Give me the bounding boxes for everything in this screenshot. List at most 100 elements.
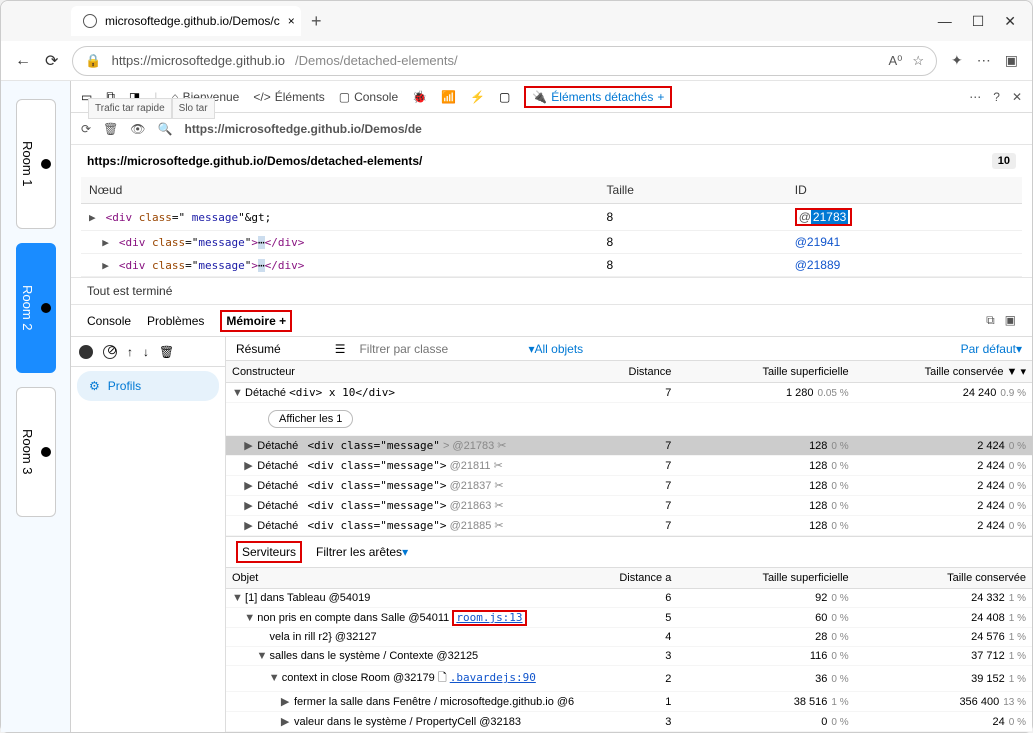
reader-icon[interactable]: A⁰ xyxy=(888,53,902,69)
rooms-sidebar: Room 1 Room 2 Room 3 xyxy=(1,81,71,732)
table-row[interactable]: ▶ valeur dans le système / PropertyCell … xyxy=(226,712,1032,732)
devtools-panel: ▭ ⧉ ◨ | ⌂ Bienvenue </> Éléments ▢ Conso… xyxy=(71,81,1032,732)
globe-icon xyxy=(83,14,97,28)
table-row[interactable]: ▼ Détaché <div> x 10</div> 7 1 2800.05 %… xyxy=(226,383,1032,403)
help-icon[interactable]: ? xyxy=(993,90,1000,104)
lock-icon: 🔒 xyxy=(85,53,101,69)
col-distance[interactable]: Distance xyxy=(581,361,678,383)
table-row[interactable]: ▶ Détaché <div class="message"> @21837 ✂… xyxy=(226,476,1032,496)
col-retained-s[interactable]: Taille conservée xyxy=(855,568,1032,589)
trafic-tab[interactable]: Trafic tar rapide xyxy=(88,98,172,119)
filter-class-input[interactable] xyxy=(359,342,514,356)
more-tools-icon[interactable]: ⋯ xyxy=(969,90,981,104)
collections-icon[interactable]: ▣ xyxy=(1005,52,1018,69)
source-link[interactable]: room.js:13 xyxy=(456,611,522,624)
resume-label[interactable]: Résumé xyxy=(236,342,281,356)
tab-problems[interactable]: Problèmes xyxy=(147,314,204,328)
retainers-table: Objet Distance a Taille superficielle Ta… xyxy=(226,568,1032,732)
refresh-icon[interactable]: ⟳ xyxy=(45,51,58,71)
table-row[interactable]: ▶ <div class="message">⋯</div> 8 @21889 xyxy=(81,254,1022,277)
extensions-icon[interactable]: ✦ xyxy=(951,52,963,69)
close-tab-icon[interactable]: × xyxy=(288,14,295,28)
profils-item[interactable]: ⚙ Profils xyxy=(77,371,219,401)
url-path: /Demos/detached-elements/ xyxy=(295,53,458,68)
col-size[interactable]: Taille xyxy=(599,177,787,204)
table-row[interactable]: ▶ Détaché <div class="message"> @21885 ✂… xyxy=(226,516,1032,536)
trafic-tab[interactable]: Slo tar xyxy=(172,98,215,119)
col-node[interactable]: Nœud xyxy=(81,177,599,204)
table-row[interactable]: ▶ fermer la salle dans Fenêtre / microso… xyxy=(226,692,1032,712)
app-icon[interactable]: ▢ xyxy=(499,90,510,104)
room-3[interactable]: Room 3 xyxy=(16,387,56,517)
table-row[interactable]: ▼ [1] dans Tableau @54019 6 920 % 24 332… xyxy=(226,589,1032,608)
close-window-icon[interactable]: ✕ xyxy=(1004,13,1016,30)
room-1[interactable]: Room 1 xyxy=(16,99,56,229)
tab-console-lower[interactable]: Console xyxy=(87,314,131,328)
trash-icon[interactable]: 🗑 xyxy=(103,122,118,136)
eye-icon[interactable]: 👁 xyxy=(130,122,145,136)
serviteurs-label[interactable]: Serviteurs xyxy=(236,541,302,563)
close-devtools-icon[interactable]: ✕ xyxy=(1012,90,1022,104)
favorite-icon[interactable]: ☆ xyxy=(912,53,924,69)
record-icon[interactable] xyxy=(79,345,93,359)
room-dot-icon xyxy=(41,159,51,169)
constructors-table: Constructeur Distance Taille superficiel… xyxy=(226,361,1032,536)
table-row[interactable]: ▶ Détaché <div class="message"> @21811 ✂… xyxy=(226,456,1032,476)
browser-tab[interactable]: microsoftedge.github.io/Demos/c × xyxy=(71,6,301,36)
memory-toolbar: ⊘ ↑ ↓ 🗑 xyxy=(71,337,225,367)
col-id[interactable]: ID xyxy=(787,177,1022,204)
maximize-icon[interactable]: ☐ xyxy=(972,13,985,30)
show-more-button[interactable]: Afficher les 1 xyxy=(268,410,353,428)
reload-icon[interactable]: ⟳ xyxy=(81,122,91,136)
tab-console[interactable]: ▢ Console xyxy=(339,90,398,104)
col-shallow-s[interactable]: Taille superficielle xyxy=(677,568,854,589)
default-view[interactable]: Par défaut▾ xyxy=(961,342,1022,356)
tab-title: microsoftedge.github.io/Demos/c xyxy=(105,14,280,28)
tab-elements[interactable]: </> Éléments xyxy=(253,90,324,104)
wifi-icon[interactable]: 📶 xyxy=(441,90,456,104)
room-dot-icon xyxy=(41,447,51,457)
minimize-icon[interactable]: — xyxy=(938,13,952,30)
col-constructor[interactable]: Constructeur xyxy=(226,361,581,383)
table-row[interactable]: ▼ non pris en compte dans Salle @54011 r… xyxy=(226,608,1032,628)
memory-sidebar: ⊘ ↑ ↓ 🗑 ⚙ Profils xyxy=(71,337,226,732)
expand-icon[interactable]: ▣ xyxy=(1005,313,1016,328)
clear-icon[interactable]: ⊘ xyxy=(103,345,117,359)
memory-filter-bar: Résumé ☰ ▾All objets Par défaut▾ xyxy=(226,337,1032,361)
col-distance-a[interactable]: Distance a xyxy=(581,568,678,589)
layout-icon[interactable]: ⧉ xyxy=(986,313,995,328)
col-retained[interactable]: Taille conservée ▼ ▾ xyxy=(855,361,1032,383)
url-host: https://microsoftedge.github.io xyxy=(112,53,285,68)
col-shallow[interactable]: Taille superficielle xyxy=(677,361,854,383)
search-icon[interactable]: 🔍 xyxy=(158,122,173,136)
bug-icon[interactable]: 🐞 xyxy=(412,90,427,104)
col-object[interactable]: Objet xyxy=(226,568,581,589)
tab-detached-elements[interactable]: 🔌 Éléments détachés + xyxy=(524,86,672,108)
memory-pane: ⊘ ↑ ↓ 🗑 ⚙ Profils Résumé ☰ xyxy=(71,337,1032,732)
lower-tabs: Console Problèmes Mémoire + ⧉ ▣ xyxy=(71,305,1032,337)
room-2[interactable]: Room 2 xyxy=(16,243,56,373)
table-row[interactable]: ▶ <div class=" message"&gt; 8 @21783 xyxy=(81,204,1022,231)
gc-icon[interactable]: 🗑 xyxy=(159,345,174,359)
table-row[interactable]: ▶ Détaché <div class="message"> @21863 ✂… xyxy=(226,496,1032,516)
upload-icon[interactable]: ↑ xyxy=(127,345,133,359)
new-tab-button[interactable]: + xyxy=(311,11,322,32)
download-icon[interactable]: ↓ xyxy=(143,345,149,359)
window-controls: — ☐ ✕ xyxy=(938,13,1032,30)
room-label: Room 2 xyxy=(20,285,35,331)
more-icon[interactable]: ⋯ xyxy=(977,52,991,69)
source-link[interactable]: .bavardejs:90 xyxy=(450,671,536,684)
filter-badge[interactable]: ▾All objets xyxy=(528,342,583,356)
table-row[interactable]: ▼ context in close Room @32179 🗋 .bavard… xyxy=(226,666,1032,692)
table-row[interactable]: ▶ Détaché <div class="message" > @21783 … xyxy=(226,436,1032,456)
serviteurs-filter[interactable]: Filtrer les arêtes▾ xyxy=(316,545,408,559)
url-input[interactable]: 🔒 https://microsoftedge.github.io/Demos/… xyxy=(72,46,937,76)
back-icon[interactable]: ← xyxy=(15,52,31,70)
perf-icon[interactable]: ⚡ xyxy=(470,90,485,104)
table-row[interactable]: ▼ salles dans le système / Contexte @321… xyxy=(226,647,1032,666)
room-label: Room 1 xyxy=(20,141,35,187)
tab-memory[interactable]: Mémoire + xyxy=(220,310,292,332)
serviteurs-header: Serviteurs Filtrer les arêtes▾ xyxy=(226,536,1032,568)
table-row[interactable]: vela in rill r2} @32127 4 280 % 24 5761 … xyxy=(226,628,1032,647)
table-row[interactable]: ▶ <div class="message">⋯</div> 8 @21941 xyxy=(81,231,1022,254)
